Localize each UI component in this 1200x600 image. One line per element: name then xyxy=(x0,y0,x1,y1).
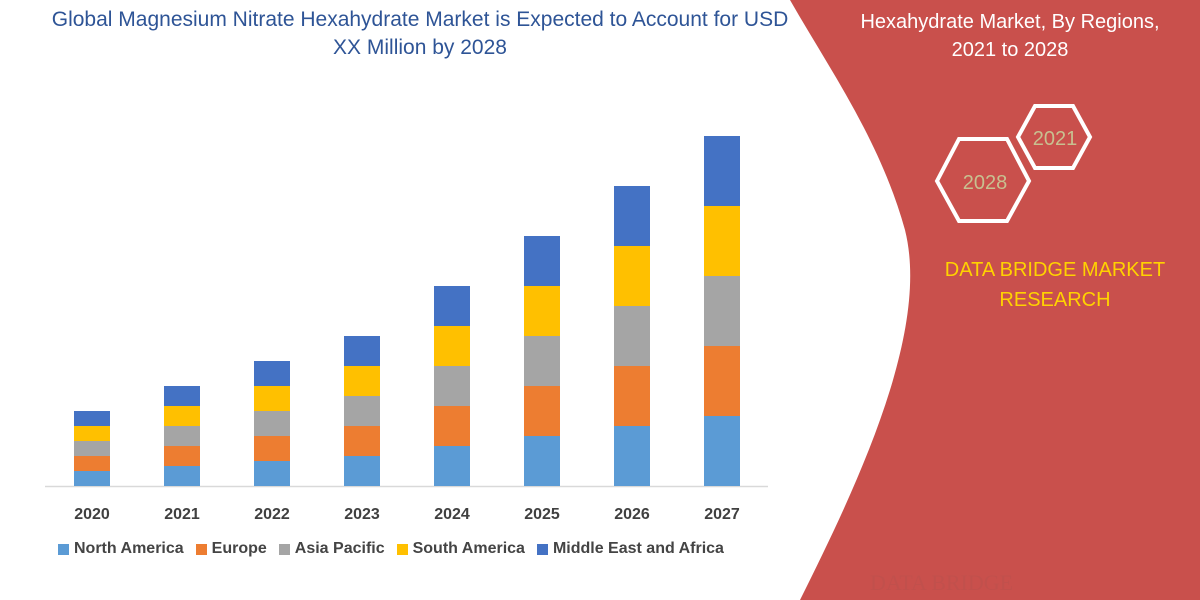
chart-title: Global Magnesium Nitrate Hexahydrate Mar… xyxy=(51,8,789,59)
legend-label: North America xyxy=(74,540,184,557)
bar-segment-2023-north-america xyxy=(344,456,380,486)
legend-swatch xyxy=(536,543,548,555)
legend-swatch xyxy=(396,543,408,555)
bar-segment-2025-south-america xyxy=(524,286,560,336)
bar-segment-2021-south-america xyxy=(164,406,200,426)
bar-segment-2022-north-america xyxy=(254,461,290,486)
bar-segment-2026-europe xyxy=(614,366,650,426)
x-tick-label: 2026 xyxy=(614,506,650,523)
bar-segment-2020-middle-east-and-africa xyxy=(74,411,110,426)
bar-segment-2023-middle-east-and-africa xyxy=(344,336,380,366)
legend-swatch xyxy=(58,543,69,555)
bar-segment-2024-south-america xyxy=(434,326,470,366)
legend-swatch xyxy=(278,543,290,555)
side-title-line: Hexahydrate Market, By Regions, xyxy=(860,11,1160,33)
bar-segment-2025-europe xyxy=(524,386,560,436)
legend: North America Europe Asia Pacific South Ame… xyxy=(58,540,724,558)
bar-segment-2024-europe xyxy=(434,406,470,446)
legend-label: Asia Pacific xyxy=(294,540,385,557)
x-tick-label: 2021 xyxy=(164,506,200,523)
legend-label: Europe xyxy=(211,540,267,557)
bar-segment-2022-south-america xyxy=(254,386,290,411)
bar-segment-2026-middle-east-and-africa xyxy=(614,186,650,246)
hexagon-2028 xyxy=(934,137,1032,223)
bar-segment-2024-north-america xyxy=(434,446,470,486)
bar-segment-2020-south-america xyxy=(74,426,110,441)
bar-segment-2025-asia-pacific xyxy=(524,336,560,386)
hexagon-2021 xyxy=(1015,104,1093,170)
side-panel-title: Hexahydrate Market, By Regions, 2021 to … xyxy=(820,8,1200,64)
bar-segment-2020-north-america xyxy=(74,471,110,486)
bar-segment-2024-middle-east-and-africa xyxy=(434,286,470,326)
bar-segment-2021-asia-pacific xyxy=(164,426,200,446)
bar-segment-2025-north-america xyxy=(524,436,560,486)
bar-segment-2023-europe xyxy=(344,426,380,456)
bar-segment-2020-asia-pacific xyxy=(74,441,110,456)
logo: DATA BRIDGE xyxy=(870,570,1014,595)
bar-segment-2022-europe xyxy=(254,436,290,461)
hex-year-2028: 2028 xyxy=(963,172,1008,194)
bar-segment-2021-north-america xyxy=(164,466,200,486)
bar-segment-2022-middle-east-and-africa xyxy=(254,361,290,386)
bar-segment-2025-middle-east-and-africa xyxy=(524,236,560,286)
legend-item: Middle East and Africa xyxy=(536,540,724,558)
x-tick-label: 2020 xyxy=(74,506,110,523)
x-tick-label: 2022 xyxy=(254,506,290,523)
bar-segment-2026-asia-pacific xyxy=(614,306,650,366)
bar-segment-2027-europe xyxy=(704,346,740,416)
legend-swatch xyxy=(195,543,207,555)
bar-segment-2027-middle-east-and-africa xyxy=(704,136,740,206)
bar-segment-2027-north-america xyxy=(704,416,740,486)
x-tick-label: 2024 xyxy=(434,506,470,523)
legend-item: North America xyxy=(58,540,184,558)
x-tick-label: 2023 xyxy=(344,506,380,523)
brand-line: DATA BRIDGE MARKET xyxy=(944,259,1166,281)
legend-item: Asia Pacific xyxy=(278,540,385,558)
legend-label: Middle East and Africa xyxy=(552,540,724,557)
bar-segment-2027-asia-pacific xyxy=(704,276,740,346)
x-tick-label: 2025 xyxy=(524,506,560,523)
brand-line: RESEARCH xyxy=(999,289,1111,311)
legend-label: South America xyxy=(412,540,525,557)
bar-segment-2026-south-america xyxy=(614,246,650,306)
bar-segment-2024-asia-pacific xyxy=(434,366,470,406)
brand-text: DATA BRIDGE MARKET RESEARCH xyxy=(910,255,1200,315)
stacked-bar-chart: 2020 2021 2022 2023 2024 2025 2026 2027 xyxy=(45,136,768,523)
side-title-line: 2021 to 2028 xyxy=(951,39,1069,61)
bar-segment-2021-europe xyxy=(164,446,200,466)
legend-item: Europe xyxy=(195,540,267,558)
bar-segment-2026-north-america xyxy=(614,426,650,486)
bar-segment-2023-south-america xyxy=(344,366,380,396)
hex-year-2021: 2021 xyxy=(1033,128,1078,150)
bar-segment-2023-asia-pacific xyxy=(344,396,380,426)
legend-item: South America xyxy=(396,540,525,558)
side-panel xyxy=(790,0,1200,600)
x-tick-label: 2027 xyxy=(704,506,740,523)
bar-segment-2027-south-america xyxy=(704,206,740,276)
bar-segment-2022-asia-pacific xyxy=(254,411,290,436)
bar-segment-2021-middle-east-and-africa xyxy=(164,386,200,406)
bar-segment-2020-europe xyxy=(74,456,110,471)
